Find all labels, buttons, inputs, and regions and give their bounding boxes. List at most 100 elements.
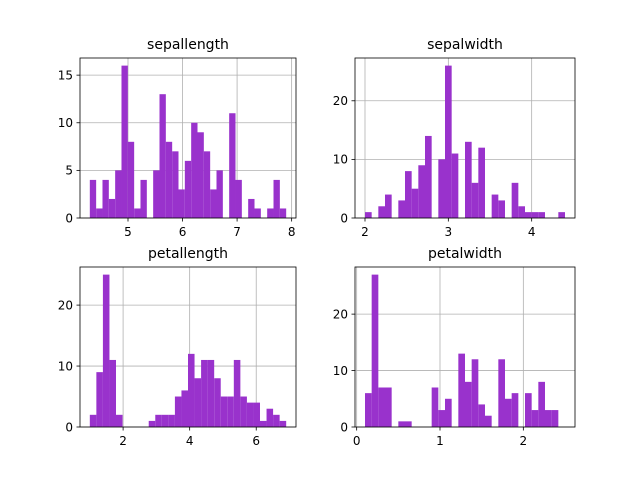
histogram-bar (273, 179, 280, 218)
histogram-bar (491, 194, 499, 218)
x-tick-label: 3 (445, 225, 453, 239)
x-tick-label: 2 (520, 434, 528, 448)
histogram-bar (445, 398, 452, 427)
histogram-bar (229, 113, 236, 218)
histogram-bar (371, 274, 379, 427)
x-tick-label: 4 (528, 225, 536, 239)
histogram-bar (235, 179, 242, 218)
histogram-bar (207, 359, 215, 427)
x-tick-label: 6 (252, 434, 260, 448)
x-tick-label: 8 (288, 225, 296, 239)
histogram-bar (115, 170, 122, 218)
y-tick-label: 10 (333, 364, 348, 378)
histogram-bar (246, 402, 254, 427)
histogram-bar (109, 359, 116, 427)
y-tick-label: 10 (58, 116, 73, 130)
y-tick-label: 15 (58, 68, 73, 82)
histogram-bar (551, 410, 559, 427)
axes-frame (79, 57, 297, 219)
histogram-bar (191, 122, 198, 218)
subplot-title: petalwidth (428, 246, 502, 262)
histogram-bar (140, 179, 147, 218)
histogram-bar (558, 212, 565, 218)
histogram-bar (181, 390, 188, 427)
histogram-bar (545, 410, 552, 427)
histogram-bar (227, 396, 234, 427)
histogram-bar (96, 372, 103, 427)
y-tick-label: 10 (333, 153, 348, 167)
histogram-bar (233, 359, 241, 427)
histogram-bar (465, 381, 472, 427)
x-tick-label: 5 (124, 225, 132, 239)
subplot-title: sepallength (147, 37, 229, 53)
histogram-bar (438, 410, 445, 427)
y-tick-label: 10 (58, 359, 73, 373)
histogram-bar (153, 170, 160, 218)
y-tick-label: 20 (333, 307, 348, 321)
histogram-bar (511, 182, 519, 218)
histogram-bar (240, 396, 247, 427)
histogram-bar (165, 141, 173, 218)
histogram-bar (451, 153, 459, 218)
histogram-bar (174, 396, 182, 427)
histogram-bar (172, 151, 179, 218)
histogram-bar (531, 410, 539, 427)
histogram-bar (465, 141, 472, 218)
histogram-bar (248, 198, 255, 218)
histogram-bar (216, 170, 223, 218)
histogram-bar (184, 160, 192, 218)
histogram-bar (96, 208, 103, 218)
histogram-bar (478, 404, 485, 427)
histogram-bar (498, 200, 505, 218)
histogram-bar (365, 393, 372, 427)
y-tick-label: 0 (65, 211, 73, 225)
histogram-bar (260, 420, 267, 427)
histogram-bar (102, 179, 109, 218)
histogram-bar (525, 212, 532, 218)
histogram-bar (378, 387, 385, 427)
histogram-bar (445, 65, 452, 218)
histogram-bar (525, 393, 532, 427)
subplot-petallength: 2 4 6 0 10 20 petallength (58, 246, 297, 448)
subplot-sepalwidth: 2 3 4 0 10 20 sepalwidth (333, 37, 576, 239)
x-tick-label: 7 (233, 225, 241, 239)
histogram-bar (178, 189, 185, 218)
subplot-sepallength: 5 6 7 8 0 5 10 15 sepallength (58, 37, 297, 239)
histogram-bar (203, 151, 211, 218)
axes-frame (79, 266, 297, 428)
histogram-bar (378, 206, 385, 218)
histogram-bar (498, 359, 505, 427)
histogram-bar (531, 212, 539, 218)
y-tick-label: 0 (340, 211, 348, 225)
histogram-bar (148, 420, 156, 427)
histogram-bar (102, 274, 110, 427)
histogram-bar (121, 65, 128, 218)
subplot-title: petallength (148, 246, 228, 262)
histogram-bar (485, 415, 492, 427)
x-tick-label: 0 (353, 434, 361, 448)
histogram-bar (398, 421, 405, 427)
histogram-bar (478, 147, 485, 218)
histogram-bar (471, 359, 479, 427)
histogram-bar (201, 359, 208, 427)
x-tick-label: 1 (436, 434, 444, 448)
histogram-bar (511, 393, 519, 427)
subplot-title: sepalwidth (427, 37, 503, 53)
histogram-bar (116, 414, 123, 427)
x-tick-label: 2 (119, 434, 127, 448)
x-tick-label: 4 (186, 434, 194, 448)
x-tick-label: 2 (361, 225, 369, 239)
histogram-bar (385, 387, 392, 427)
histogram-bar (279, 208, 287, 218)
histogram-bar (458, 353, 465, 427)
histogram-bar (161, 414, 169, 427)
histogram-bar (411, 188, 419, 218)
histogram-bar (438, 159, 445, 218)
histogram-bar (385, 194, 392, 218)
histogram-bar (405, 171, 412, 218)
histogram-bar (188, 353, 195, 427)
histogram-bar (538, 381, 545, 427)
histogram-bar (266, 408, 274, 427)
histogram-bar (134, 208, 141, 218)
x-tick-label: 6 (179, 225, 187, 239)
